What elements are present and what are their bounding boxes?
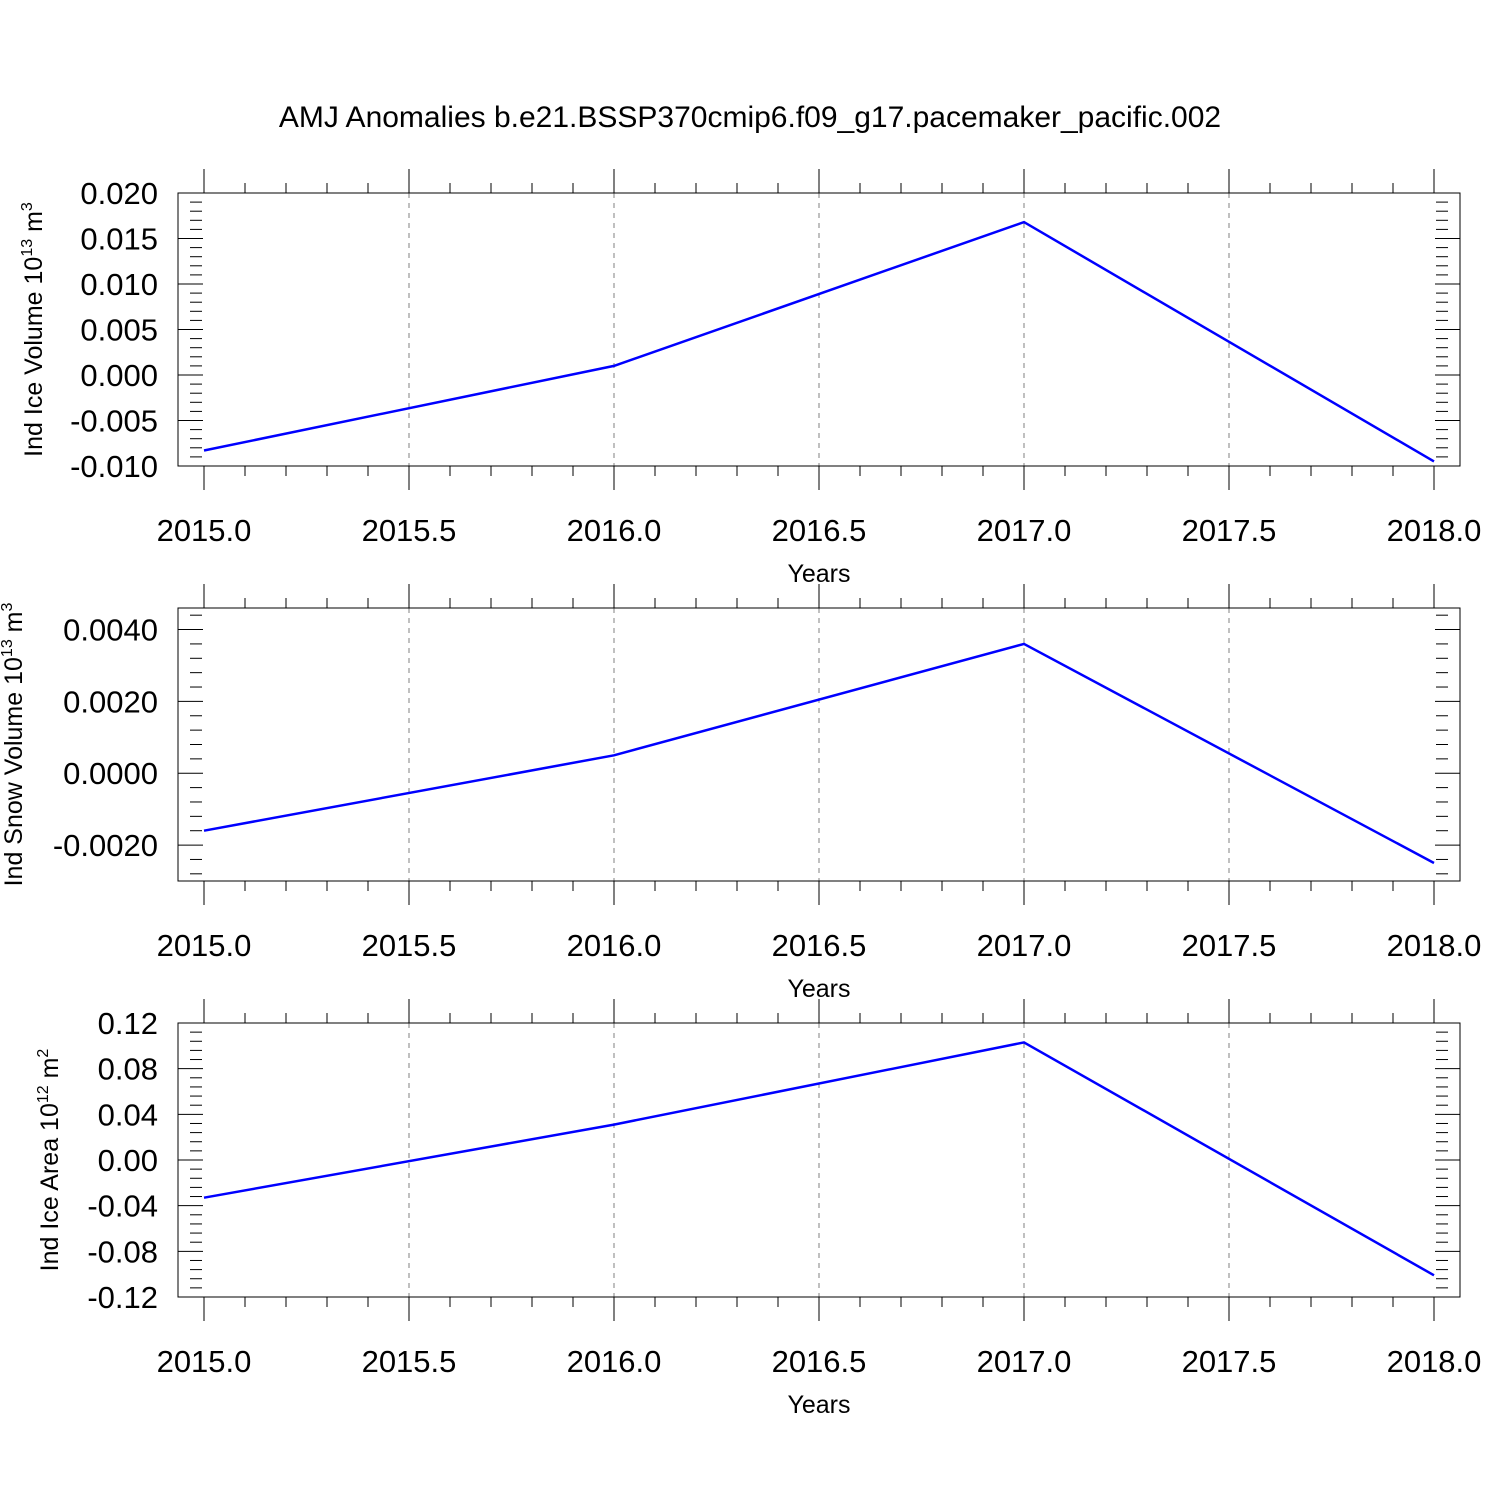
x-tick-label: 2015.0 (157, 1344, 252, 1379)
x-tick-label: 2017.5 (1182, 928, 1277, 963)
y-tick-label: -0.005 (70, 404, 158, 439)
x-tick-label: 2017.0 (977, 1344, 1072, 1379)
x-tick-label: 2015.5 (362, 928, 457, 963)
y-axis-label: Ind Ice Area 1012 m2 (35, 1049, 64, 1272)
figure-title: AMJ Anomalies b.e21.BSSP370cmip6.f09_g17… (0, 101, 1500, 135)
y-tick-label: 0.015 (80, 222, 158, 257)
x-tick-label: 2015.0 (157, 513, 252, 548)
y-tick-label: -0.0020 (53, 828, 158, 863)
y-tick-label: 0.08 (98, 1052, 158, 1087)
y-tick-label: 0.12 (98, 1006, 158, 1041)
x-axis-label: Years (787, 1391, 850, 1419)
x-tick-label: 2016.5 (772, 1344, 867, 1379)
y-tick-label: 0.0040 (63, 613, 158, 648)
x-tick-label: 2018.0 (1387, 513, 1482, 548)
panel-2: 2015.0 2015.5 2016.0 2016.5 2017.0 2017.5 2018… (0, 584, 1481, 1003)
y-axis-label: Ind Snow Volume 1013 m3 (0, 603, 28, 887)
x-tick-label: 2016.0 (567, 928, 662, 963)
y-tick-label: -0.08 (87, 1234, 158, 1269)
x-tick-label: 2015.5 (362, 513, 457, 548)
y-tick-label: 0.0000 (63, 756, 158, 791)
x-tick-label: 2017.0 (977, 928, 1072, 963)
y-tick-label: -0.010 (70, 449, 158, 484)
panel-1: 2015.0 2015.5 2016.0 2016.5 2017.0 2017.5 2018… (19, 169, 1481, 588)
x-tick-label: 2018.0 (1387, 928, 1482, 963)
y-tick-label: 0.005 (80, 313, 158, 348)
y-tick-label: -0.04 (87, 1189, 158, 1224)
y-tick-label: 0.04 (98, 1097, 158, 1132)
x-tick-label: 2016.0 (567, 1344, 662, 1379)
y-axis-label: Ind Ice Volume 1013 m3 (19, 202, 48, 457)
x-tick-label: 2016.5 (772, 513, 867, 548)
y-tick-label: 0.020 (80, 176, 158, 211)
y-tick-label: 0.000 (80, 358, 158, 393)
x-tick-label: 2016.0 (567, 513, 662, 548)
x-tick-label: 2017.5 (1182, 1344, 1277, 1379)
y-tick-label: 0.010 (80, 267, 158, 302)
x-tick-label: 2016.5 (772, 928, 867, 963)
x-axis-label: Years (787, 975, 850, 1003)
x-tick-label: 2015.0 (157, 928, 252, 963)
x-tick-label: 2018.0 (1387, 1344, 1482, 1379)
y-tick-label: -0.12 (87, 1280, 158, 1315)
x-tick-label: 2017.0 (977, 513, 1072, 548)
x-tick-label: 2017.5 (1182, 513, 1277, 548)
y-tick-label: 0.0020 (63, 684, 158, 719)
y-tick-label: 0.00 (98, 1143, 158, 1178)
x-tick-label: 2015.5 (362, 1344, 457, 1379)
x-axis-label: Years (787, 560, 850, 588)
panel-3: 2015.0 2015.5 2016.0 2016.5 2017.0 2017.5 2018… (35, 999, 1481, 1419)
